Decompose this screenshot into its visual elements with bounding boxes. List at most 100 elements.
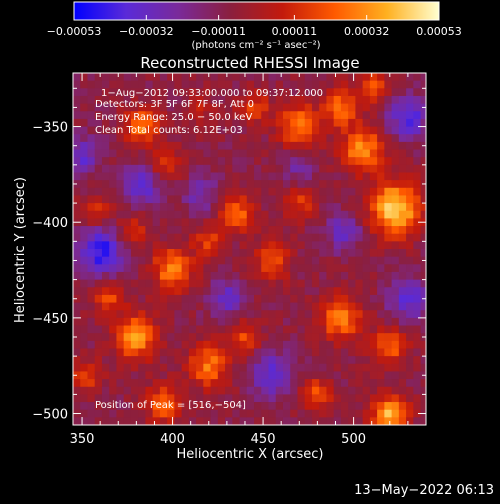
heatmap-cell [406,111,414,120]
heatmap-cell [261,333,269,342]
heatmap-cell [167,195,175,204]
heatmap-cell [377,141,385,150]
heatmap-cell [145,233,154,242]
heatmap-cell [377,95,385,105]
heatmap-cell [109,371,117,380]
heatmap-cell [145,348,154,357]
heatmap-cell [297,386,306,395]
heatmap-cell [398,386,407,395]
heatmap-cell [319,348,327,357]
heatmap-cell [203,187,211,196]
heatmap-cell [130,287,139,296]
heatmap-cell [87,210,96,219]
heatmap-cell [268,134,277,143]
heatmap-cell [420,126,426,135]
heatmap-cell [101,103,110,112]
heatmap-cell [282,249,291,258]
heatmap-cell [326,302,335,311]
heatmap-cell [304,394,313,403]
heatmap-cell [282,271,291,281]
heatmap-cell [138,394,146,403]
heatmap-cell [268,409,277,418]
heatmap-cell [203,210,211,219]
heatmap-cell [152,218,161,227]
heatmap-cell [210,256,219,265]
heatmap-cell [384,80,392,89]
heatmap-cell [355,73,364,82]
heatmap-cell [311,203,320,212]
heatmap-cell [420,149,426,158]
heatmap-cell [167,379,175,388]
heatmap-cell [188,348,197,357]
heatmap-cell [377,379,385,388]
heatmap-cell [282,379,291,388]
heatmap-cell [145,249,154,258]
heatmap-cell [80,310,88,319]
heatmap-cell [311,164,320,173]
heatmap-cell [268,287,277,296]
heatmap-cell [319,417,327,425]
heatmap-cell [203,180,211,189]
heatmap-cell [348,203,356,212]
heatmap-cell [362,157,371,166]
heatmap-cell [297,333,306,342]
heatmap-cell [311,325,320,334]
heatmap-cell [101,409,110,418]
heatmap-cell [80,157,88,166]
heatmap-cell [167,88,175,97]
heatmap-cell [254,210,262,219]
heatmap-cell [282,294,291,303]
heatmap-cell [384,340,392,349]
heatmap-cell [217,402,226,411]
heatmap-cell [290,126,298,135]
heatmap-cell [159,80,168,89]
heatmap-cell [319,149,327,158]
heatmap-cell [340,172,349,181]
heatmap-cell [232,111,240,120]
heatmap-cell [73,241,81,250]
heatmap-cell [369,241,378,250]
heatmap-cell [210,195,219,204]
heatmap-cell [254,111,262,120]
heatmap-cell [217,149,226,158]
heatmap-cell [239,271,248,281]
heatmap-cell [174,249,183,258]
heatmap-cell [348,126,356,135]
heatmap-cell [159,386,168,395]
heatmap-cell [290,394,298,403]
heatmap-cell [196,379,204,388]
heatmap-cell [109,134,117,143]
heatmap-cell [94,394,103,403]
heatmap-cell [319,386,327,395]
heatmap-cell [232,233,240,242]
heatmap-cell [333,363,342,372]
heatmap-cell [101,356,110,365]
heatmap-cell [152,187,161,196]
heatmap-cell [87,294,96,303]
heatmap-cell [109,294,117,303]
heatmap-cell [377,310,385,319]
heatmap-cell [304,180,313,189]
heatmap-cell [181,164,190,173]
heatmap-cell [333,271,342,281]
heatmap-cell [311,111,320,120]
heatmap-cell [80,226,88,235]
heatmap-cell [152,73,161,82]
heatmap-cell [101,264,110,273]
heatmap-cell [94,256,103,265]
heatmap-cell [406,386,414,395]
heatmap-cell [268,149,277,158]
heatmap-cell [333,402,342,411]
heatmap-cell [138,210,146,219]
heatmap-cell [311,126,320,135]
heatmap-cell [94,164,103,173]
heatmap-cell [188,172,197,181]
heatmap-cell [406,363,414,372]
heatmap-cell [290,187,298,196]
heatmap-cell [73,317,81,326]
heatmap-cell [159,249,168,258]
heatmap-cell [377,180,385,189]
heatmap-cell [420,88,426,97]
heatmap-cell [217,88,226,97]
heatmap-cell [123,126,132,135]
